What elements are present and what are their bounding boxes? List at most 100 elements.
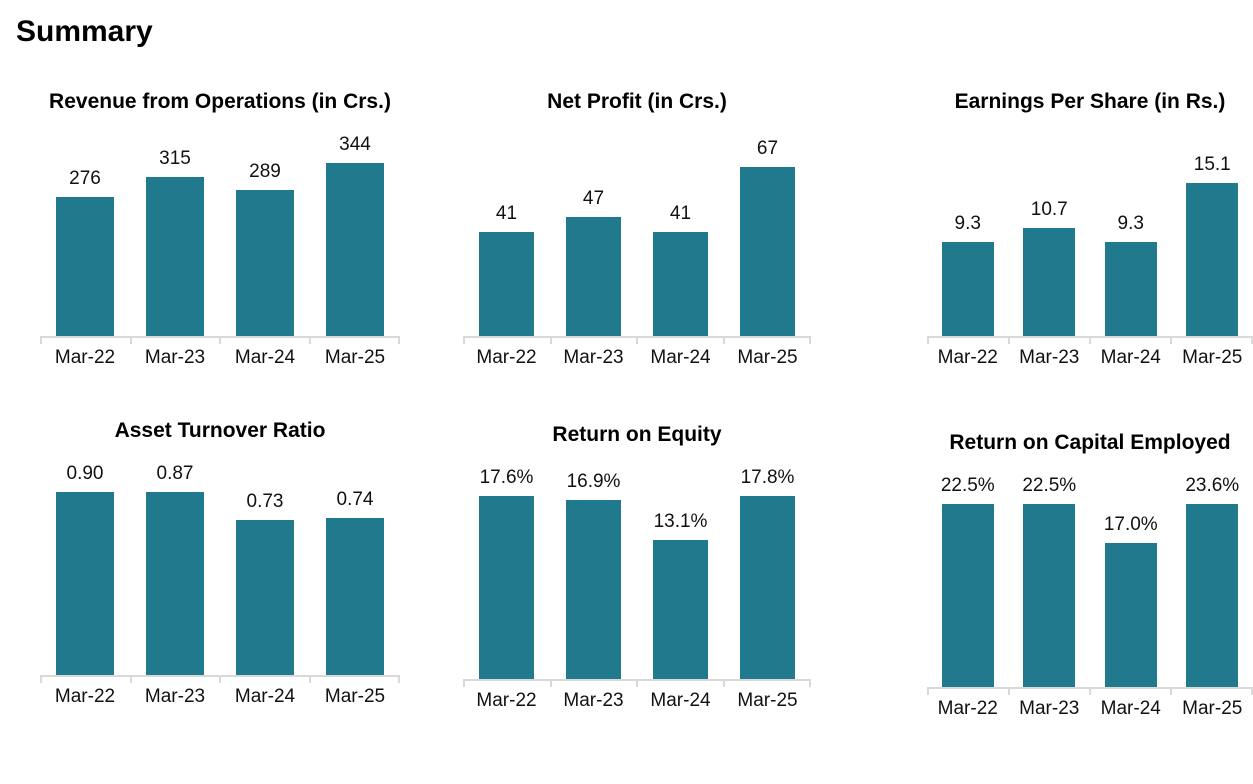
bar-cell: 0.90: [40, 463, 130, 675]
x-axis-label: Mar-22: [927, 698, 1009, 720]
bar-mar-23: [1023, 504, 1075, 687]
bar-cell: 9.3: [927, 134, 1009, 336]
charts-row-top: Revenue from Operations (in Crs.) 276 31…: [0, 90, 1253, 369]
bar-mar-22: [942, 504, 994, 687]
x-axis-label: Mar-23: [130, 686, 220, 708]
x-axis: [927, 336, 1253, 344]
axis-tick: [463, 681, 550, 687]
bar-cell: 9.3: [1090, 134, 1172, 336]
bar-cell: 17.8%: [724, 467, 811, 679]
bar-cell: 0.73: [220, 463, 310, 675]
bar-cell: 23.6%: [1172, 475, 1253, 687]
axis-tick: [723, 338, 812, 344]
bar-value-label: 17.0%: [1104, 514, 1158, 536]
bar-cell: 15.1: [1172, 134, 1253, 336]
axis-tick: [130, 677, 220, 683]
x-axis-label: Mar-22: [927, 347, 1009, 369]
x-axis-labels: Mar-22 Mar-23 Mar-24 Mar-25: [40, 347, 400, 369]
plot-area: 0.90 0.87 0.73 0.74: [40, 463, 400, 675]
x-axis: [40, 675, 400, 683]
x-axis-labels: Mar-22 Mar-23 Mar-24 Mar-25: [40, 686, 400, 708]
bar-mar-23: [566, 500, 622, 679]
chart-title: Asset Turnover Ratio: [40, 419, 400, 443]
axis-tick: [219, 677, 309, 683]
x-axis: [927, 687, 1253, 695]
bar-mar-22: [56, 492, 114, 675]
bar-cell: 17.0%: [1090, 475, 1172, 687]
bar-value-label: 289: [249, 161, 281, 183]
x-axis-label: Mar-23: [1009, 698, 1091, 720]
axis-tick: [309, 338, 401, 344]
bar-value-label: 15.1: [1194, 154, 1231, 176]
bar-mar-24: [1105, 242, 1157, 336]
x-axis-label: Mar-22: [463, 347, 550, 369]
x-axis-label: Mar-25: [724, 690, 811, 712]
bar-value-label: 17.8%: [741, 467, 795, 489]
bar-value-label: 276: [69, 168, 101, 190]
bar-mar-22: [56, 197, 114, 336]
axis-tick: [1089, 689, 1170, 695]
bar-cell: 289: [220, 134, 310, 336]
axis-tick: [130, 338, 220, 344]
bar-value-label: 22.5%: [1022, 475, 1076, 497]
x-axis: [40, 336, 400, 344]
axis-tick: [723, 681, 812, 687]
axis-tick: [40, 338, 130, 344]
bar-cell: 22.5%: [1009, 475, 1091, 687]
bar-mar-25: [740, 167, 796, 336]
bar-value-label: 41: [670, 203, 691, 225]
axis-tick: [1089, 338, 1170, 344]
x-axis-label: Mar-22: [463, 690, 550, 712]
bar-value-label: 13.1%: [654, 511, 708, 533]
bar-mar-25: [740, 496, 796, 679]
axis-tick: [927, 689, 1008, 695]
bar-cell: 13.1%: [637, 467, 724, 679]
x-axis-label: Mar-25: [310, 686, 400, 708]
bar-mar-23: [146, 177, 204, 336]
bar-value-label: 22.5%: [941, 475, 995, 497]
chart-asset-turnover-ratio: Asset Turnover Ratio 0.90 0.87 0.73 0.74: [40, 419, 400, 708]
chart-earnings-per-share: Earnings Per Share (in Rs.) 9.3 10.7 9.3…: [927, 90, 1253, 369]
bar-cell: 344: [310, 134, 400, 336]
axis-tick: [219, 338, 309, 344]
x-axis-label: Mar-23: [1009, 347, 1091, 369]
chart-return-on-equity: Return on Equity 17.6% 16.9% 13.1% 17.8%: [463, 423, 811, 712]
axis-tick: [1008, 338, 1089, 344]
bar-cell: 10.7: [1009, 134, 1091, 336]
axis-tick: [1008, 689, 1089, 695]
bar-mar-24: [1105, 543, 1157, 687]
axis-tick: [550, 681, 637, 687]
x-axis-labels: Mar-22 Mar-23 Mar-24 Mar-25: [927, 698, 1253, 720]
axis-tick: [636, 338, 723, 344]
chart-revenue-from-operations: Revenue from Operations (in Crs.) 276 31…: [40, 90, 400, 369]
x-axis-label: Mar-24: [637, 347, 724, 369]
chart-return-on-capital-employed: Return on Capital Employed 22.5% 22.5% 1…: [927, 431, 1253, 720]
bar-value-label: 0.90: [67, 463, 104, 485]
chart-title: Return on Equity: [463, 423, 811, 447]
bar-mar-24: [653, 232, 709, 336]
axis-tick: [309, 677, 401, 683]
axis-tick: [927, 338, 1008, 344]
x-axis: [463, 336, 811, 344]
x-axis-label: Mar-24: [220, 686, 310, 708]
bar-value-label: 0.87: [157, 463, 194, 485]
bar-value-label: 41: [496, 203, 517, 225]
x-axis-labels: Mar-22 Mar-23 Mar-24 Mar-25: [463, 347, 811, 369]
bar-cell: 0.74: [310, 463, 400, 675]
plot-area: 9.3 10.7 9.3 15.1: [927, 134, 1253, 336]
x-axis-label: Mar-24: [1090, 698, 1172, 720]
plot-area: 17.6% 16.9% 13.1% 17.8%: [463, 467, 811, 679]
bar-cell: 41: [463, 134, 550, 336]
bar-mar-24: [236, 520, 294, 675]
x-axis-label: Mar-25: [310, 347, 400, 369]
bar-cell: 41: [637, 134, 724, 336]
bar-value-label: 16.9%: [567, 471, 621, 493]
bar-cell: 67: [724, 134, 811, 336]
chart-net-profit: Net Profit (in Crs.) 41 47 41 67 Mar-2: [463, 90, 811, 369]
bar-mar-23: [146, 492, 204, 675]
bar-value-label: 47: [583, 188, 604, 210]
bar-mar-22: [942, 242, 994, 336]
bar-mar-24: [236, 190, 294, 336]
plot-area: 41 47 41 67: [463, 134, 811, 336]
bar-cell: 22.5%: [927, 475, 1009, 687]
